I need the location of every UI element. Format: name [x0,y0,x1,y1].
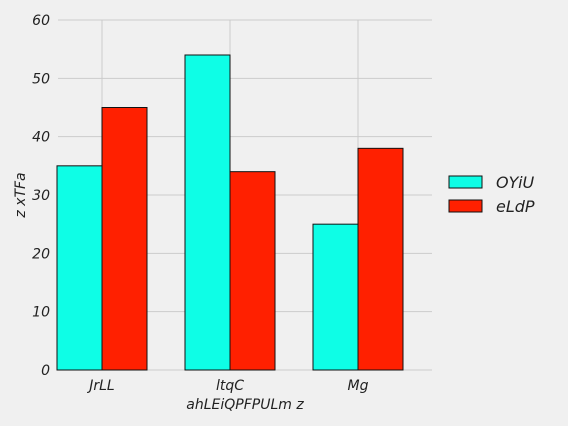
x-tick-label-2: Mg [348,378,369,394]
y-tick-label-0: 0 [41,363,50,379]
x-tick-labels: JrLL ltqC Mg [86,378,368,394]
bar-OYiU-Mg [312,223,359,371]
legend-label-eLdP: eLdP [496,197,535,216]
legend-swatch-OYiU [448,175,483,189]
bar-OYiU-ltqC [184,54,231,371]
y-tick-label-1: 10 [32,305,50,321]
y-tick-label-4: 40 [32,130,50,146]
y-axis-title: z xTFa [13,172,29,218]
y-tick-labels: 0 10 20 30 40 50 60 [32,13,50,379]
bars [56,54,404,371]
y-tick-label-2: 20 [32,246,50,262]
legend-label-OYiU: OYiU [496,173,535,192]
x-axis-title: ahLEiQPFPULm z [186,397,304,413]
y-tick-label-6: 60 [32,13,50,29]
y-tick-label-5: 50 [32,71,50,87]
bar-eLdP-ltqC [229,171,276,371]
x-tick-label-1: ltqC [216,378,244,394]
legend: OYiU eLdP [448,173,535,216]
y-tick-label-3: 30 [32,188,50,204]
bar-OYiU-JrLL [56,165,103,371]
legend-swatch-eLdP [448,199,483,213]
bar-eLdP-JrLL [101,107,148,371]
x-tick-label-0: JrLL [86,378,114,394]
bar-eLdP-Mg [357,147,404,371]
